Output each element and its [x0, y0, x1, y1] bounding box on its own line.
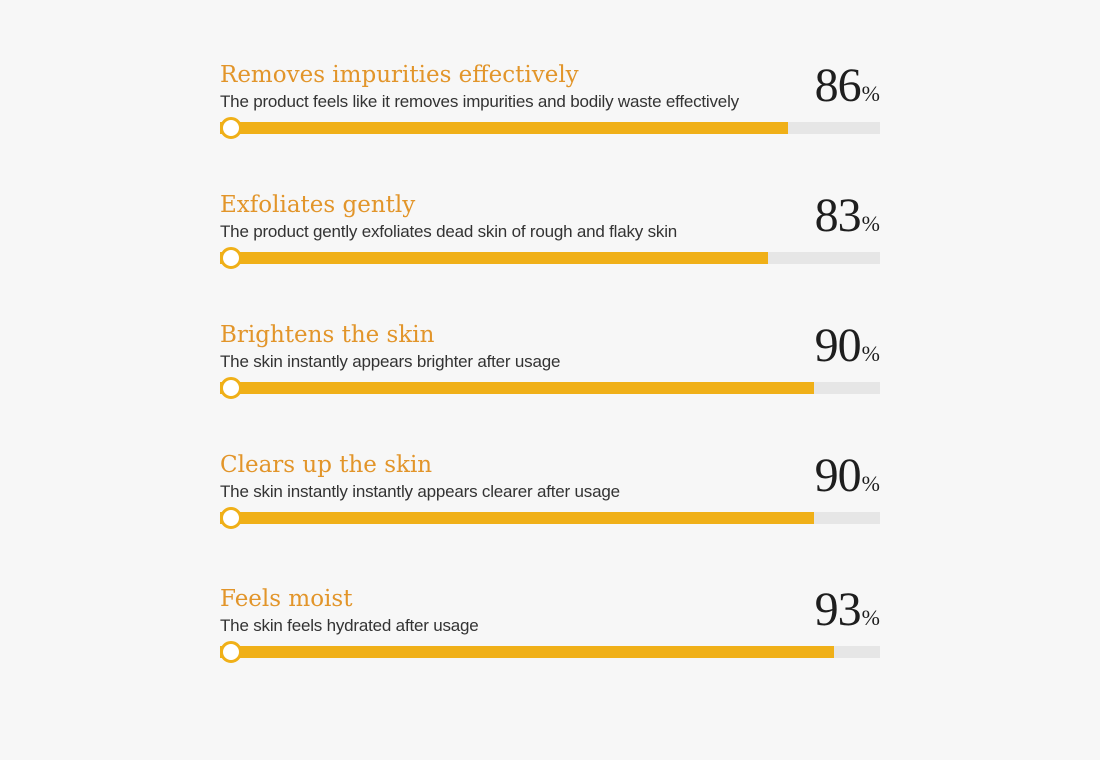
metric-value-unit: %: [861, 341, 880, 366]
metric-description: The product feels like it removes impuri…: [220, 92, 739, 111]
progress-fill: [220, 512, 814, 524]
metric-value-number: 86: [814, 59, 862, 112]
metric-value-number: 90: [814, 449, 862, 502]
metric-item: Removes impurities effectively The produ…: [220, 60, 880, 170]
progress-fill: [220, 252, 768, 264]
metric-description: The product gently exfoliates dead skin …: [220, 222, 678, 241]
metric-value: 90%: [815, 322, 880, 381]
metric-item: Brightens the skin The skin instantly ap…: [220, 320, 880, 430]
metric-value-unit: %: [861, 605, 880, 630]
metric-item: Feels moist The skin feels hydrated afte…: [220, 584, 880, 694]
progress-knob: [220, 117, 242, 139]
metric-value-unit: %: [861, 81, 880, 106]
metric-description: The skin feels hydrated after usage: [220, 616, 479, 635]
metric-description: The skin instantly instantly appears cle…: [220, 482, 620, 501]
metric-description: The skin instantly appears brighter afte…: [220, 352, 561, 371]
metric-title: Feels moist: [220, 586, 353, 612]
metric-value: 90%: [815, 452, 880, 511]
metric-title: Removes impurities effectively: [220, 62, 579, 88]
progress-knob: [220, 247, 242, 269]
metric-value: 93%: [815, 586, 880, 645]
progress-fill: [220, 646, 834, 658]
metric-item: Clears up the skin The skin instantly in…: [220, 450, 880, 560]
progress-fill: [220, 122, 788, 134]
metric-value: 83%: [815, 192, 880, 251]
metric-value-unit: %: [861, 211, 880, 236]
progress-fill: [220, 382, 814, 394]
metric-item: Exfoliates gently The product gently exf…: [220, 190, 880, 300]
metric-title: Clears up the skin: [220, 452, 433, 478]
metric-value: 86%: [815, 62, 880, 121]
metric-value-unit: %: [861, 471, 880, 496]
metric-value-number: 93: [814, 583, 862, 636]
metric-value-number: 83: [814, 189, 862, 242]
progress-knob: [220, 641, 242, 663]
progress-track: [220, 382, 880, 394]
progress-knob: [220, 507, 242, 529]
metric-title: Brightens the skin: [220, 322, 435, 348]
progress-track: [220, 252, 880, 264]
progress-track: [220, 646, 880, 658]
metric-title: Exfoliates gently: [220, 192, 416, 218]
progress-knob: [220, 377, 242, 399]
progress-track: [220, 512, 880, 524]
progress-track: [220, 122, 880, 134]
metric-value-number: 90: [814, 319, 862, 372]
